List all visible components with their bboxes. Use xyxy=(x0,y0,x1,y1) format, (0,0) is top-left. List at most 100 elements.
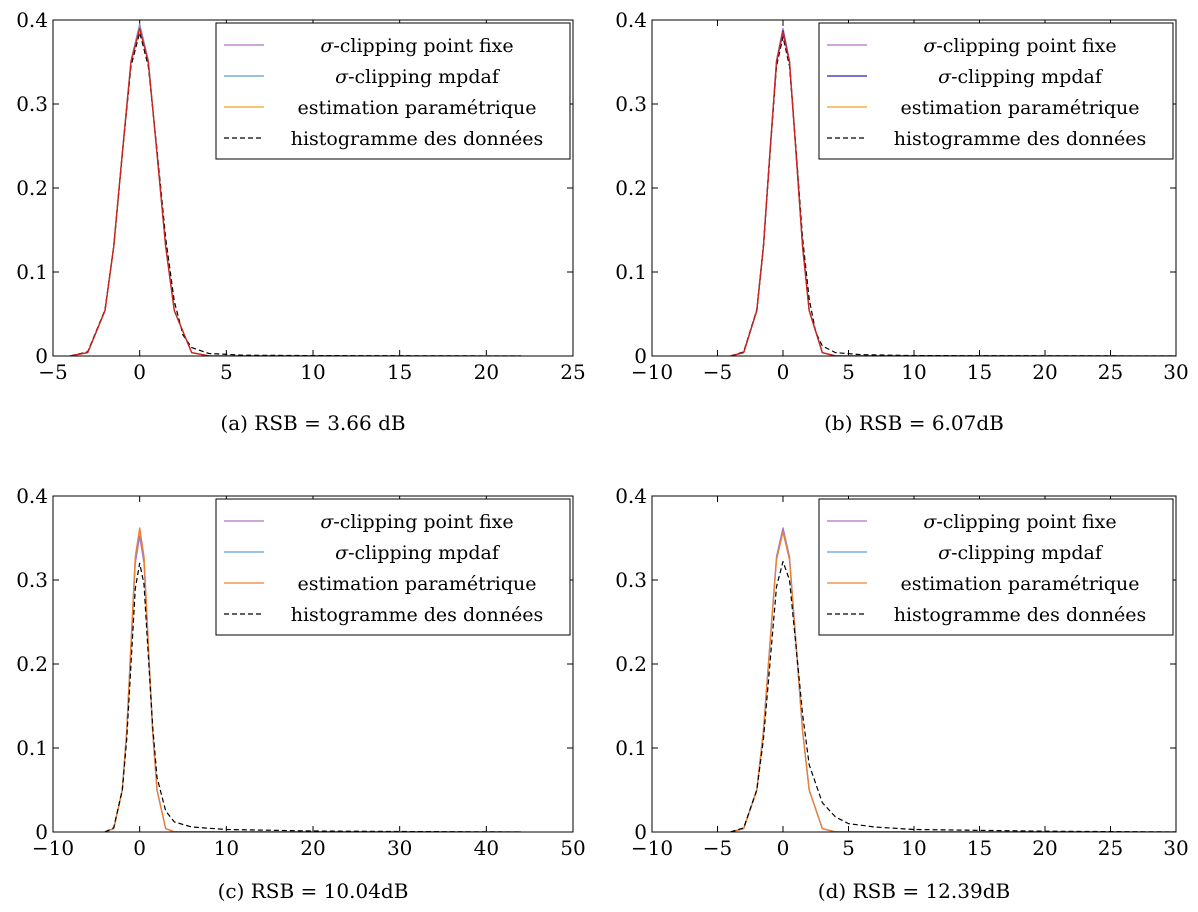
y-tick-label: 0.1 xyxy=(615,260,647,284)
legend-text: estimation paramétrique xyxy=(900,97,1139,119)
x-tick-label: 20 xyxy=(1032,836,1057,860)
plot-frame xyxy=(651,19,1177,357)
y-tick-label: 0.4 xyxy=(16,484,48,508)
legend-text: histogramme des données xyxy=(894,604,1147,626)
series-line-3 xyxy=(730,531,1176,832)
x-tick-label: 30 xyxy=(1163,836,1188,860)
x-tick-label: 40 xyxy=(474,836,499,860)
chart-panel-2: −10 −5 0 5 10 15 20 25 3000.10.20.30.4σ-clipping… xyxy=(615,8,1189,435)
legend-label: estimation paramétrique xyxy=(297,573,536,595)
y-tick-label: 0.2 xyxy=(16,176,48,200)
legend-text: -clipping mpdaf xyxy=(348,66,501,88)
legend-label: σ-clipping mpdaf xyxy=(335,542,501,564)
x-tick-label: 15 xyxy=(387,360,412,384)
legend-label: σ-clipping point fixe xyxy=(923,511,1116,533)
series-line-5 xyxy=(70,27,210,356)
x-tick-label: −10 xyxy=(631,836,673,860)
legend-text: -clipping point fixe xyxy=(333,511,513,533)
x-tick-label: −5 xyxy=(703,360,732,384)
y-tick-label: 0.4 xyxy=(615,484,647,508)
x-tick-label: 0 xyxy=(777,360,790,384)
legend-label: σ-clipping point fixe xyxy=(320,511,513,533)
x-tick-label: 5 xyxy=(842,836,855,860)
y-tick-label: 0.2 xyxy=(16,652,48,676)
legend-sigma: σ xyxy=(320,511,334,533)
legend-sigma: σ xyxy=(923,35,937,57)
legend-text: estimation paramétrique xyxy=(297,573,536,595)
x-tick-label: 25 xyxy=(560,360,585,384)
legend-text: -clipping point fixe xyxy=(936,35,1116,57)
y-tick-label: 0 xyxy=(35,820,48,844)
legend-text: estimation paramétrique xyxy=(297,97,536,119)
legend-sigma: σ xyxy=(320,35,334,57)
legend-label: estimation paramétrique xyxy=(297,97,536,119)
subfigure-caption: (c) RSB = 10.04dB xyxy=(218,879,409,903)
plot-frame xyxy=(52,495,574,833)
plot-frame xyxy=(52,19,574,357)
subfigure-caption: (d) RSB = 12.39dB xyxy=(818,879,1010,903)
legend-box xyxy=(215,22,571,160)
legend-sigma: σ xyxy=(335,542,349,564)
legend-text: -clipping point fixe xyxy=(936,511,1116,533)
legend-sigma: σ xyxy=(938,66,952,88)
legend-text: estimation paramétrique xyxy=(900,573,1139,595)
y-tick-label: 0.2 xyxy=(615,652,647,676)
legend-text: -clipping mpdaf xyxy=(348,542,501,564)
x-tick-label: 5 xyxy=(220,360,233,384)
legend-label: histogramme des données xyxy=(291,604,544,626)
y-tick-label: 0.2 xyxy=(615,176,647,200)
x-tick-label: 15 xyxy=(967,836,992,860)
legend-box xyxy=(215,498,571,636)
legend-sigma: σ xyxy=(938,542,952,564)
x-tick-label: 15 xyxy=(967,360,992,384)
y-tick-label: 0.3 xyxy=(615,92,647,116)
series-line-4 xyxy=(104,562,522,832)
x-tick-label: −10 xyxy=(32,836,74,860)
legend-sigma: σ xyxy=(923,511,937,533)
y-tick-label: 0 xyxy=(634,344,647,368)
x-tick-label: 25 xyxy=(1098,836,1123,860)
legend-box xyxy=(818,498,1174,636)
legend-label: histogramme des données xyxy=(894,604,1147,626)
plot-frame xyxy=(651,495,1177,833)
x-tick-label: 20 xyxy=(474,360,499,384)
legend-label: histogramme des données xyxy=(894,128,1147,150)
x-tick-label: 30 xyxy=(387,836,412,860)
legend-label: σ-clipping mpdaf xyxy=(335,66,501,88)
legend-label: estimation paramétrique xyxy=(900,573,1139,595)
x-tick-label: 0 xyxy=(777,836,790,860)
y-tick-label: 0 xyxy=(634,820,647,844)
legend-label: σ-clipping mpdaf xyxy=(938,542,1104,564)
x-tick-label: 25 xyxy=(1098,360,1123,384)
y-tick-label: 0.3 xyxy=(16,568,48,592)
series-line-4 xyxy=(730,560,1176,832)
legend-label: σ-clipping point fixe xyxy=(320,35,513,57)
subfigure-caption: (b) RSB = 6.07dB xyxy=(824,411,1004,435)
y-tick-label: 0.1 xyxy=(16,260,48,284)
legend-label: σ-clipping mpdaf xyxy=(938,66,1104,88)
y-tick-label: 0.3 xyxy=(615,568,647,592)
series-line-5 xyxy=(730,31,836,356)
x-tick-label: −5 xyxy=(703,836,732,860)
x-tick-label: 20 xyxy=(300,836,325,860)
x-tick-label: 10 xyxy=(214,836,239,860)
x-tick-label: 50 xyxy=(560,836,585,860)
legend-text: -clipping point fixe xyxy=(333,35,513,57)
legend-label: estimation paramétrique xyxy=(900,97,1139,119)
x-tick-label: 0 xyxy=(133,836,146,860)
legend-text: histogramme des données xyxy=(291,128,544,150)
y-tick-label: 0.3 xyxy=(16,92,48,116)
chart-panel-4: −10 −5 0 5 10 15 20 25 3000.10.20.30.4σ-clipping… xyxy=(615,484,1189,903)
legend-text: -clipping mpdaf xyxy=(951,542,1104,564)
legend-label: histogramme des données xyxy=(291,128,544,150)
x-tick-label: −10 xyxy=(631,360,673,384)
subfigure-caption: (a) RSB = 3.66 dB xyxy=(220,411,405,435)
x-tick-label: 0 xyxy=(133,360,146,384)
